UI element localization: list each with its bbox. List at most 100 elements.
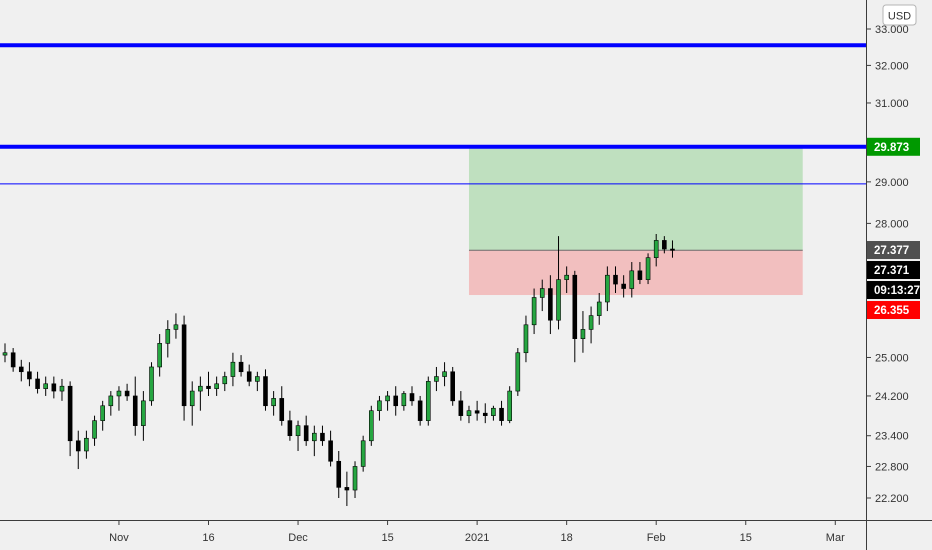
candle-body: [653, 240, 659, 258]
candle-body: [18, 366, 24, 373]
candle-body: [401, 393, 407, 407]
candle: [637, 262, 643, 285]
candle-body: [645, 257, 651, 280]
candle: [303, 415, 309, 446]
price-tick-label: 25.000: [875, 352, 909, 364]
candle-body: [279, 398, 285, 421]
candle-body: [662, 240, 667, 250]
candle: [149, 362, 154, 406]
candle: [100, 400, 105, 431]
candle-body: [442, 371, 447, 377]
candle-body: [670, 248, 675, 251]
candle-body: [352, 466, 358, 491]
candle-body: [27, 371, 32, 380]
candle: [295, 420, 301, 451]
candle: [466, 405, 472, 424]
candle: [189, 381, 195, 426]
candle: [360, 435, 366, 472]
candle-body: [385, 395, 390, 402]
time-axis[interactable]: [0, 521, 932, 550]
candle-body: [67, 385, 73, 442]
candle-body: [157, 343, 162, 368]
candle: [409, 386, 415, 406]
loss-zone[interactable]: [468, 250, 803, 296]
time-axis-ticks: Nov 16 Dec 15 2021 18 Feb 15 Mar: [109, 521, 845, 544]
candle-body: [149, 366, 154, 402]
candle-body: [588, 315, 594, 330]
time-tick-label: 18: [561, 532, 573, 544]
candle: [588, 306, 594, 344]
candle-body: [450, 371, 456, 402]
price-tick-label: 22.800: [875, 461, 909, 473]
candle-body: [255, 376, 260, 382]
candle: [141, 391, 146, 441]
candle-body: [515, 352, 521, 392]
candle-body: [580, 329, 586, 339]
candle: [499, 400, 504, 426]
price-label-text: 27.371: [874, 265, 910, 277]
candle: [491, 405, 496, 421]
candle: [230, 352, 236, 387]
time-tick-label: 15: [740, 532, 752, 544]
price-label: 26.355: [867, 301, 920, 320]
candle-body: [491, 407, 496, 416]
candle-body: [222, 376, 228, 385]
candle: [108, 391, 114, 416]
candle: [157, 334, 162, 377]
candle: [621, 275, 626, 298]
candle-body: [564, 274, 569, 280]
candle: [531, 288, 537, 335]
candle-body: [116, 390, 122, 397]
candle-body: [173, 324, 179, 330]
price-label-text: 29.873: [874, 142, 909, 154]
candle: [507, 386, 512, 424]
candle-body: [531, 297, 537, 326]
candle-body: [43, 383, 49, 389]
candle: [271, 391, 276, 416]
candle-body: [35, 378, 40, 389]
candle-body: [336, 460, 342, 488]
candle: [206, 371, 211, 396]
price-axis[interactable]: [867, 0, 932, 520]
candle: [434, 366, 439, 392]
candle-body: [246, 371, 252, 382]
candle-body: [2, 352, 8, 356]
currency-button[interactable]: USD: [882, 4, 917, 26]
profit-zone[interactable]: [468, 146, 803, 251]
long-position-tool[interactable]: [468, 146, 803, 296]
candle-body: [605, 274, 610, 303]
time-tick-label: Dec: [288, 532, 308, 544]
candle-body: [458, 400, 464, 416]
candle-body: [621, 283, 626, 289]
price-tick-label: 28.000: [875, 218, 909, 230]
candle: [425, 376, 431, 426]
price-labels: 29.873 27.377 27.371 09:13:27 26.355: [867, 137, 920, 320]
candle-body: [360, 440, 366, 467]
candle-body: [287, 420, 293, 437]
candle: [214, 376, 219, 396]
candle-body: [474, 410, 480, 414]
candle: [279, 386, 285, 426]
candle: [320, 425, 325, 446]
candle: [312, 425, 317, 457]
candle-body: [539, 288, 545, 298]
candle: [2, 343, 8, 363]
time-tick-label: 2021: [465, 532, 489, 544]
candle: [116, 386, 122, 411]
price-tick-label: 33.000: [875, 24, 909, 36]
candle: [613, 266, 618, 294]
price-label: 27.377: [867, 241, 920, 260]
candle: [255, 371, 260, 392]
candle: [393, 386, 399, 416]
price-tick-label: 22.200: [875, 493, 909, 505]
candle-body: [181, 324, 187, 407]
candle: [458, 391, 464, 421]
candle-body: [548, 288, 553, 321]
candle-body: [10, 352, 16, 368]
candle: [662, 236, 667, 254]
candle: [596, 293, 602, 325]
candle: [629, 262, 635, 298]
candle: [401, 391, 407, 411]
price-tick-label: 24.200: [875, 391, 909, 403]
